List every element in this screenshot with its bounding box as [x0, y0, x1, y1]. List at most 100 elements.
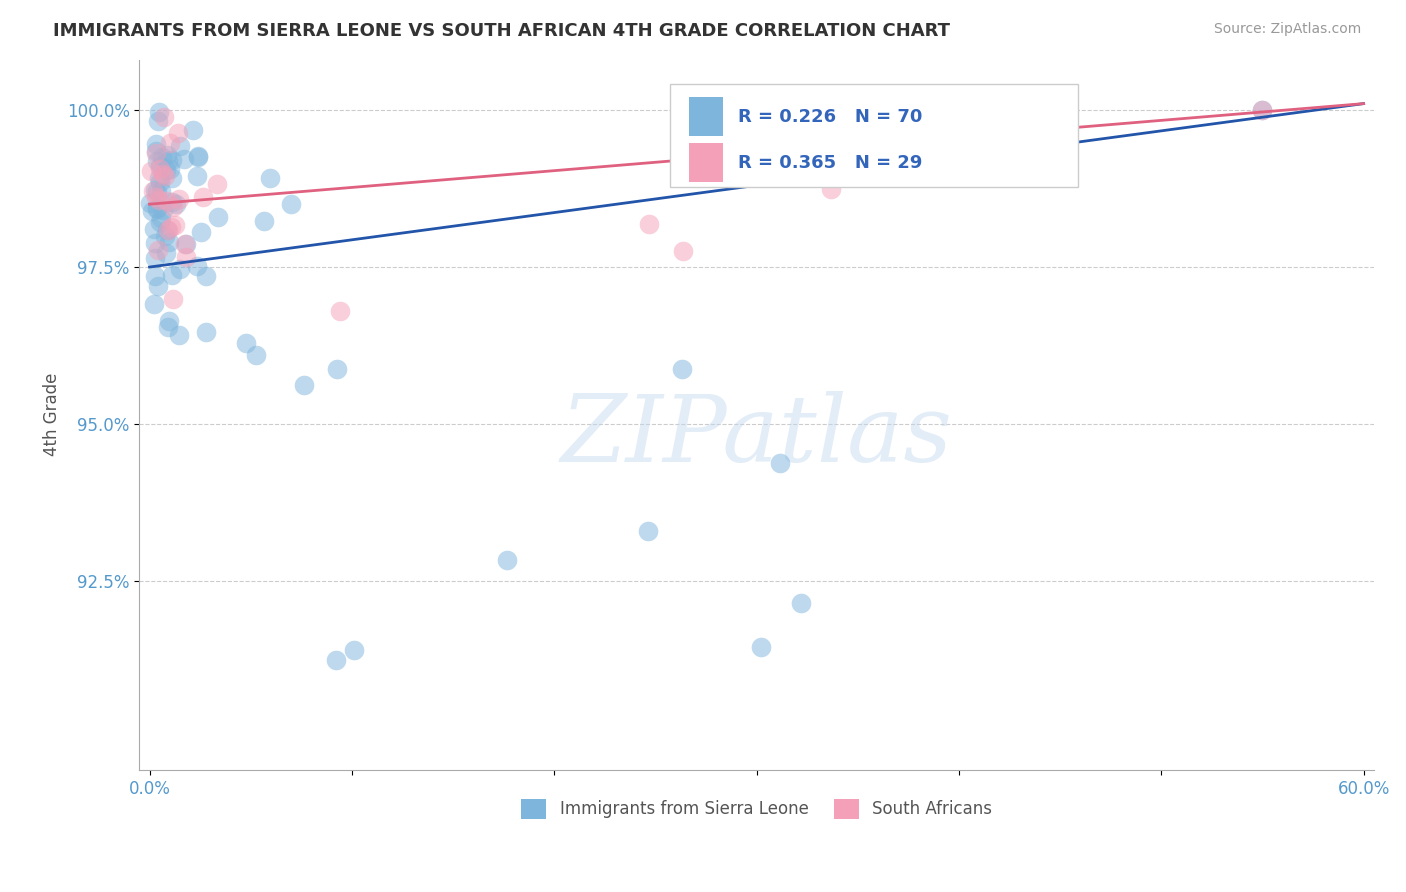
Point: [145, 202, 167, 216]
Point: [143, 269, 166, 284]
Point: [637, 524, 659, 539]
Point: [174, 236, 197, 251]
Point: [169, 262, 191, 277]
Point: [165, 219, 187, 233]
Point: [148, 171, 170, 186]
Point: [156, 194, 179, 208]
Point: [157, 223, 180, 237]
Text: R = 0.365   N = 29: R = 0.365 N = 29: [738, 153, 922, 172]
Text: IMMIGRANTS FROM SIERRA LEONE VS SOUTH AFRICAN 4TH GRADE CORRELATION CHART: IMMIGRANTS FROM SIERRA LEONE VS SOUTH AF…: [53, 22, 950, 40]
Point: [174, 250, 197, 264]
Point: [181, 122, 204, 136]
Point: [831, 155, 853, 169]
Point: [156, 153, 179, 168]
Point: [187, 150, 209, 164]
Point: [195, 326, 218, 340]
Point: [145, 190, 167, 204]
Point: [155, 246, 177, 260]
Point: [143, 235, 166, 250]
Point: [167, 192, 190, 206]
Point: [325, 653, 347, 667]
Point: [162, 200, 184, 214]
Point: [159, 136, 181, 151]
Y-axis label: 4th Grade: 4th Grade: [44, 373, 60, 457]
Point: [149, 162, 172, 177]
Text: Source: ZipAtlas.com: Source: ZipAtlas.com: [1213, 22, 1361, 37]
Point: [145, 136, 167, 151]
Point: [157, 314, 180, 328]
Point: [160, 195, 183, 210]
Point: [146, 201, 169, 215]
Point: [1251, 103, 1274, 117]
Point: [173, 152, 195, 166]
Point: [143, 183, 166, 197]
Point: [162, 153, 184, 167]
Text: R = 0.226   N = 70: R = 0.226 N = 70: [738, 108, 922, 126]
Point: [141, 203, 163, 218]
Point: [143, 221, 166, 235]
Point: [139, 196, 162, 211]
Point: [152, 203, 174, 218]
Point: [143, 297, 166, 311]
Legend: Immigrants from Sierra Leone, South Africans: Immigrants from Sierra Leone, South Afri…: [515, 792, 998, 826]
Point: [152, 167, 174, 181]
Point: [496, 553, 519, 567]
Point: [749, 640, 772, 654]
Point: [245, 349, 267, 363]
Point: [153, 110, 176, 124]
Point: [149, 211, 172, 226]
Point: [160, 268, 183, 283]
Point: [139, 163, 162, 178]
Point: [790, 596, 813, 610]
Point: [190, 225, 212, 239]
Point: [672, 244, 695, 258]
Point: [207, 178, 229, 192]
Point: [187, 148, 209, 162]
Point: [150, 184, 173, 198]
Point: [162, 170, 184, 185]
Point: [148, 243, 170, 257]
Point: [207, 211, 229, 225]
Point: [156, 320, 179, 334]
Point: [165, 197, 187, 211]
Point: [149, 214, 172, 228]
Point: [191, 190, 214, 204]
Point: [156, 148, 179, 162]
Point: [343, 643, 366, 657]
Point: [145, 146, 167, 161]
Text: ZIPatlas: ZIPatlas: [561, 391, 952, 481]
Point: [146, 154, 169, 169]
Point: [156, 222, 179, 236]
Point: [169, 138, 191, 153]
Point: [149, 175, 172, 189]
Point: [148, 104, 170, 119]
Point: [167, 126, 190, 140]
Point: [235, 336, 257, 351]
Point: [259, 171, 281, 186]
Point: [146, 113, 169, 128]
Point: [253, 213, 276, 227]
Point: [292, 378, 315, 392]
Point: [186, 260, 208, 274]
Point: [194, 268, 217, 283]
Point: [148, 193, 170, 207]
Point: [162, 293, 184, 307]
Point: [143, 251, 166, 265]
Point: [153, 228, 176, 243]
Point: [325, 361, 347, 376]
Bar: [689, 97, 723, 136]
Point: [155, 163, 177, 178]
Point: [671, 361, 693, 376]
Bar: [689, 144, 723, 182]
Point: [769, 456, 792, 470]
FancyBboxPatch shape: [671, 85, 1077, 187]
Point: [159, 161, 181, 176]
Point: [157, 235, 180, 249]
Point: [155, 169, 177, 183]
Point: [160, 220, 183, 235]
Point: [1251, 103, 1274, 117]
Point: [145, 144, 167, 158]
Point: [820, 182, 842, 196]
Point: [638, 217, 661, 231]
Point: [150, 150, 173, 164]
